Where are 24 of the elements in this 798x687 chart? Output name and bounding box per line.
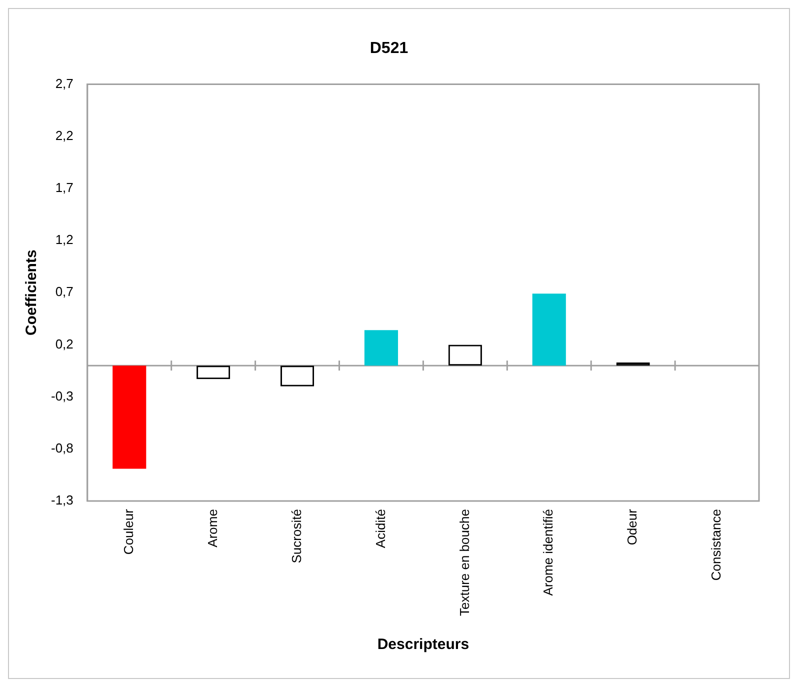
y-tick-label: 1,7 <box>55 180 74 195</box>
y-tick-label: 2,2 <box>55 128 74 143</box>
y-tick-label: 2,7 <box>55 76 74 91</box>
bar <box>532 294 566 366</box>
y-tick-label: -0,3 <box>50 388 74 404</box>
x-tick-label: Sucrosité <box>288 509 304 564</box>
y-tick-label: -0,8 <box>50 440 74 456</box>
chart-title: D521 <box>370 40 408 58</box>
x-tick-label: Arome <box>204 509 220 548</box>
y-tick-label: 0,2 <box>55 336 74 352</box>
y-tick-label: 1,2 <box>55 232 74 248</box>
x-axis-title: Descripteurs <box>377 636 470 654</box>
y-axis-title: Coefficients <box>23 250 40 336</box>
x-tick-label: Acidité <box>372 509 388 548</box>
bar <box>112 366 146 469</box>
x-tick-label: Texture en bouche <box>456 509 472 616</box>
y-tick-label: 0,7 <box>55 284 74 300</box>
x-tick-label: Consistance <box>708 509 724 581</box>
x-tick-label: Couleur <box>120 508 136 555</box>
bar <box>616 362 650 366</box>
x-tick-label: Arome identifié <box>540 509 556 596</box>
x-tick-label: Odeur <box>624 508 640 546</box>
y-tick-label: -1,3 <box>50 492 74 508</box>
bar <box>364 330 398 366</box>
